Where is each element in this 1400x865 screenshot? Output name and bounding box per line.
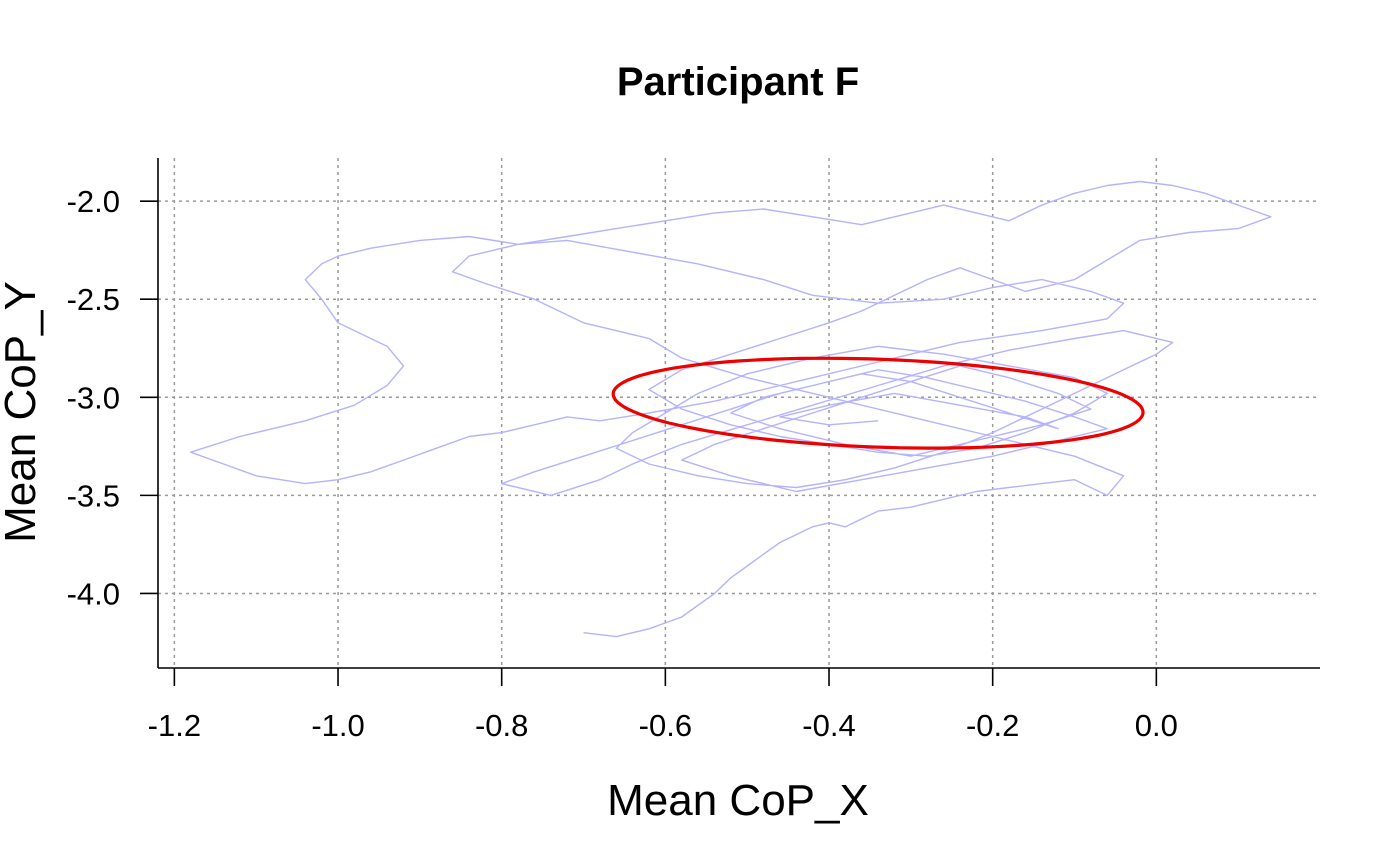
trajectory-line xyxy=(190,180,1272,638)
x-axis-ticks: -1.2 -1.0 -0.8 -0.6 -0.4 -0.2 0.0 xyxy=(148,668,1178,743)
confidence-ellipse xyxy=(611,356,1145,450)
chart-title: Participant F xyxy=(617,60,859,104)
y-tick-label: -2.0 xyxy=(67,184,120,219)
x-tick-label: -0.4 xyxy=(802,708,855,743)
x-tick-label: -1.2 xyxy=(148,708,201,743)
x-tick-label: -0.8 xyxy=(475,708,528,743)
x-tick-label: -0.2 xyxy=(966,708,1019,743)
y-tick-label: -2.5 xyxy=(67,282,120,317)
y-tick-label: -3.0 xyxy=(67,380,120,415)
grid-lines xyxy=(158,158,1320,668)
axes xyxy=(157,158,1320,669)
y-tick-label: -3.5 xyxy=(67,478,120,513)
y-axis-ticks: -2.0 -2.5 -3.0 -3.5 -4.0 xyxy=(67,184,158,611)
x-tick-label: -0.6 xyxy=(639,708,692,743)
x-axis-title: Mean CoP_X xyxy=(607,776,869,825)
x-tick-label: -1.0 xyxy=(311,708,364,743)
x-tick-label: 0.0 xyxy=(1135,708,1178,743)
y-axis-title: Mean CoP_Y xyxy=(0,281,45,543)
y-tick-label: -4.0 xyxy=(67,576,120,611)
cop-trajectory xyxy=(190,180,1272,638)
ellipse-line xyxy=(611,356,1145,450)
